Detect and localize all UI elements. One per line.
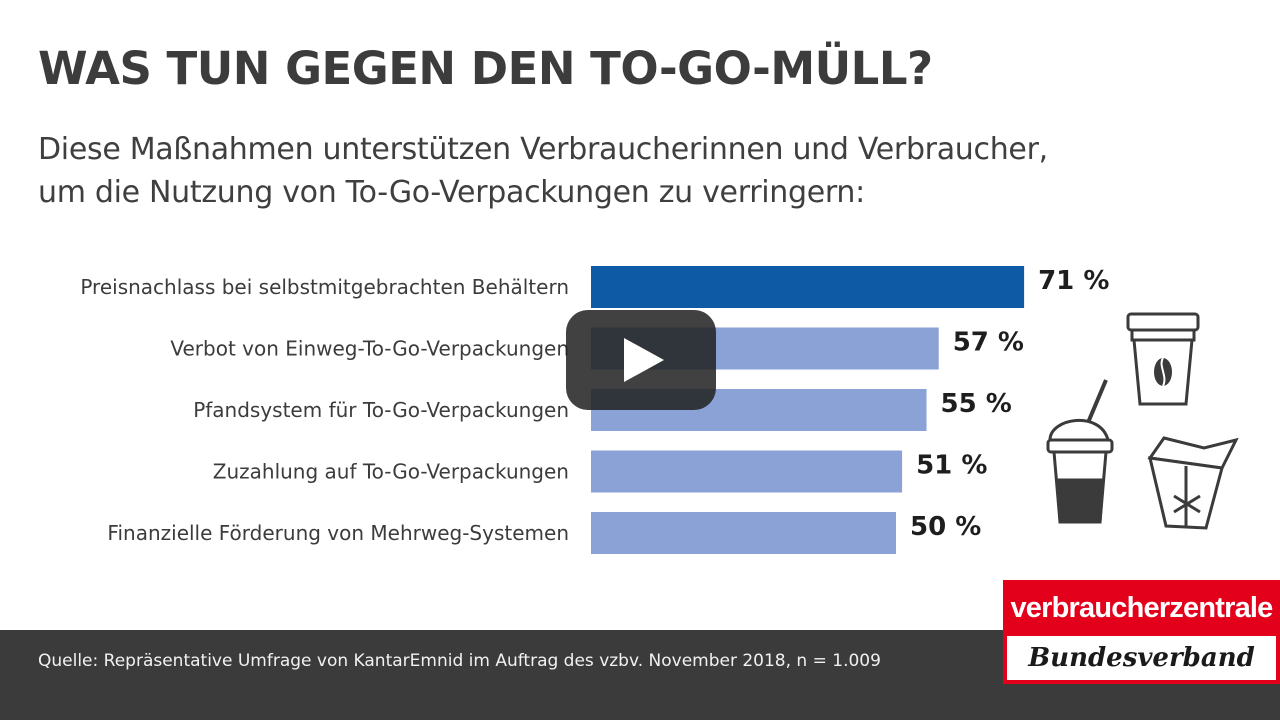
takeaway-illustration [1046, 312, 1239, 530]
coffee-cup-icon [1126, 312, 1200, 406]
logo-subline: Bundesverband [1007, 636, 1276, 680]
play-icon [624, 338, 664, 382]
value-label-4: 51 % [916, 451, 987, 481]
subtitle-line-2: um die Nutzung von To-Go-Verpackungen zu… [38, 175, 865, 210]
bar-4 [591, 450, 903, 493]
source-note: Quelle: Repräsentative Umfrage von Kanta… [38, 651, 881, 671]
value-label-1: 71 % [1038, 266, 1109, 296]
logo-wordmark: verbraucherzentrale [1010, 592, 1273, 624]
category-label-3: Pfandsystem für To-Go-Verpackungen [193, 398, 569, 422]
page-title: WAS TUN GEGEN DEN TO-GO-MÜLL? [38, 42, 933, 95]
bar-1 [591, 266, 1025, 308]
vzbv-logo: verbraucherzentrale Bundesverband [1003, 580, 1280, 684]
value-label-5: 50 % [910, 512, 981, 542]
category-label-4: Zuzahlung auf To-Go-Verpackungen [213, 460, 569, 484]
video-play-button[interactable] [566, 310, 716, 410]
value-label-2: 57 % [953, 328, 1024, 358]
subtitle: Diese Maßnahmen unterstützen Verbraucher… [38, 128, 1048, 214]
category-label-5: Finanzielle Förderung von Mehrweg-System… [107, 521, 569, 545]
category-label-2: Verbot von Einweg-To-Go-Verpackungen [170, 337, 569, 361]
takeout-box-icon [1147, 436, 1239, 530]
subtitle-line-1: Diese Maßnahmen unterstützen Verbraucher… [38, 132, 1048, 167]
bar-5 [591, 512, 896, 554]
value-label-3: 55 % [941, 389, 1012, 419]
smoothie-cup-icon [1046, 379, 1114, 524]
category-label-1: Preisnachlass bei selbstmitgebrachten Be… [80, 275, 569, 299]
